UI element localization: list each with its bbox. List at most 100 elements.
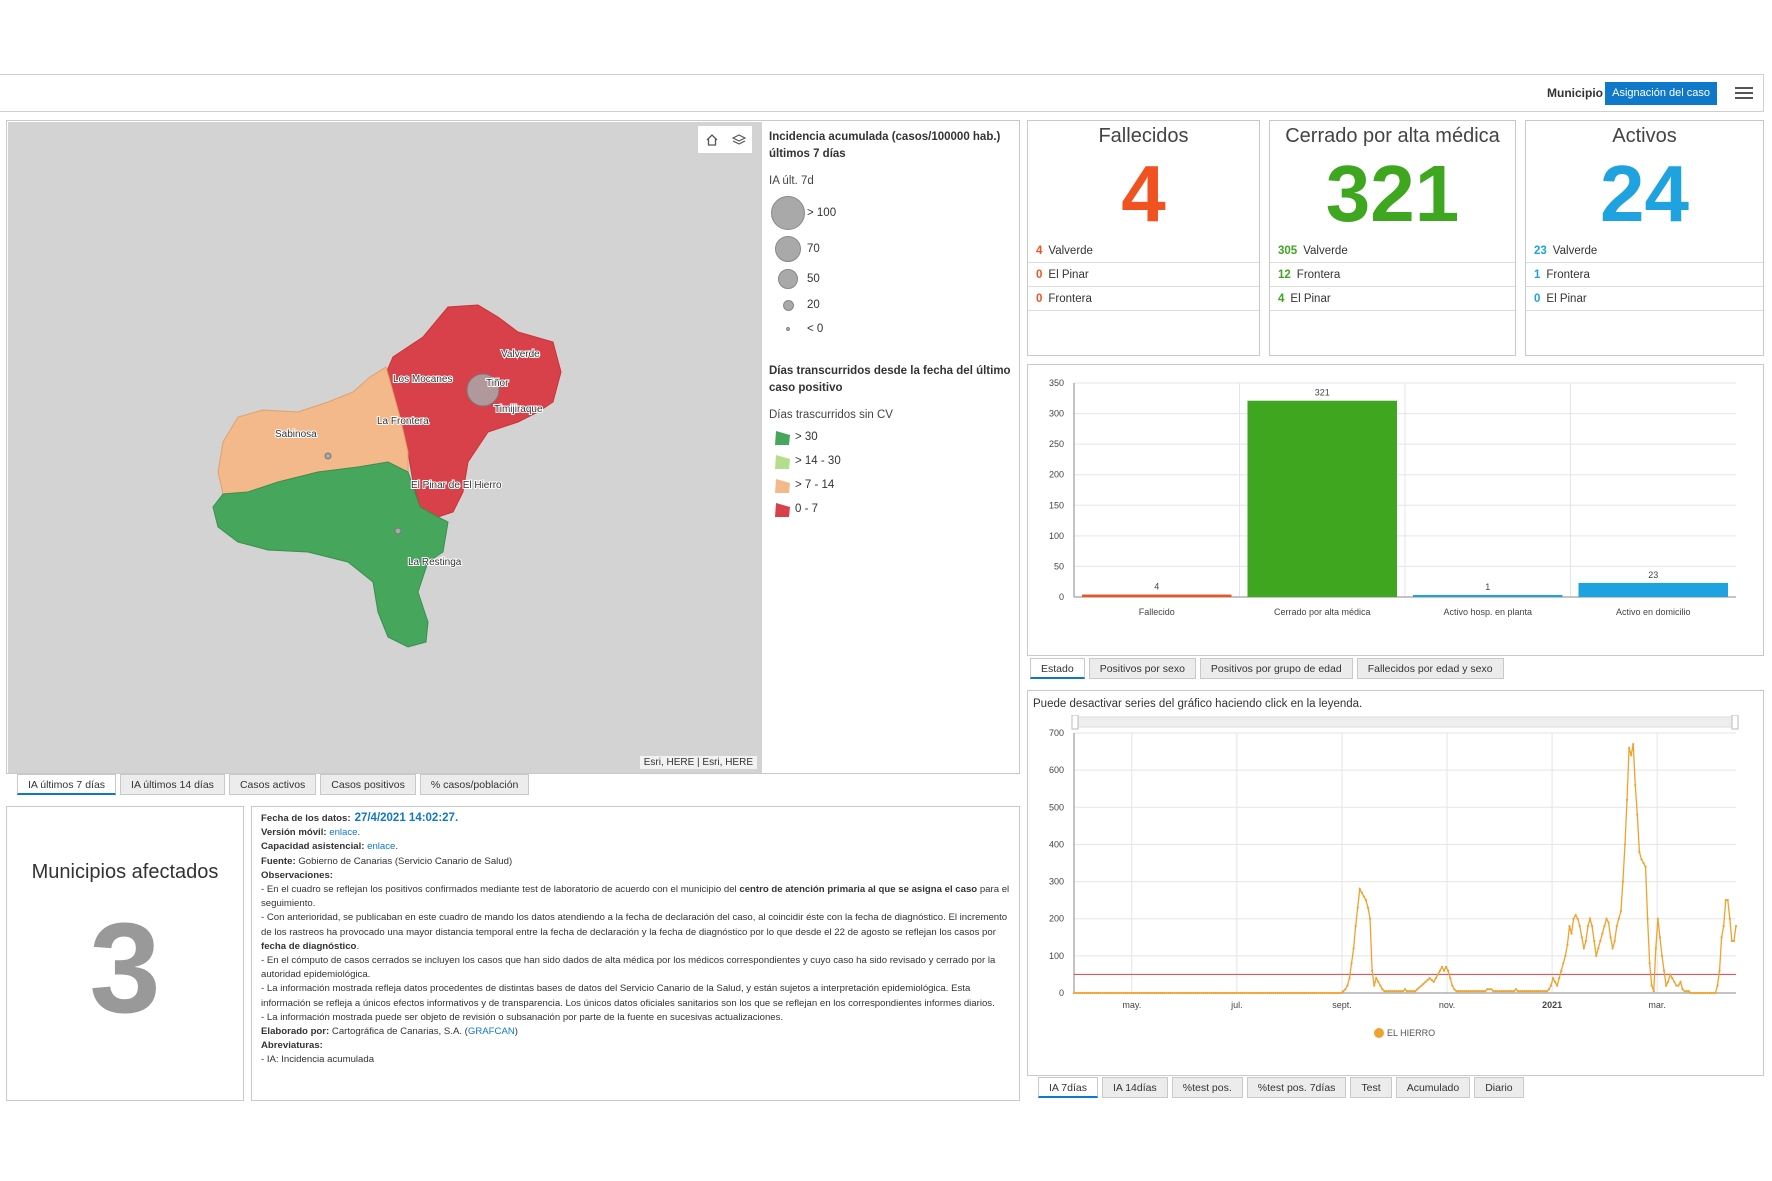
map-tab[interactable]: IA últimos 14 días [120,774,225,795]
legend-marker[interactable] [1374,1028,1384,1038]
series-point [1560,969,1563,972]
card-activos: Activos 24 23 Valverde 1 Frontera 0 El Pinar [1525,120,1764,356]
series-point [1597,947,1600,950]
map-tab[interactable]: Casos positivos [320,774,416,795]
line-chart-tab[interactable]: %test pos. [1171,1077,1243,1098]
legend-size-label: 50 [807,273,820,285]
grafcan-link[interactable]: GRAFCAN [467,1026,515,1038]
map-tab[interactable]: % casos/población [419,774,530,795]
municipio-label: Municipio [1547,86,1603,100]
series-point [1259,991,1263,995]
chart-tab[interactable]: Positivos por grupo de edad [1199,658,1353,679]
series-point [1471,990,1474,993]
series-point [1459,990,1462,993]
map-label-valverde: Valverde [501,349,540,360]
series-point [1128,991,1131,995]
chart-tab[interactable]: Estado [1030,658,1085,679]
series-point [1599,939,1602,943]
series-point [1313,991,1316,995]
layers-icon[interactable] [725,126,752,153]
line-chart-tab[interactable]: IA 7días [1038,1077,1098,1098]
card-rows: 4 Valverde 0 El Pinar 0 Frontera [1028,239,1259,311]
legend-series-label[interactable]: EL HIERRO [1387,1028,1435,1038]
series-point [1545,990,1548,993]
card-rows: 23 Valverde 1 Frontera 0 El Pinar [1526,239,1763,311]
series-point [1220,991,1224,995]
series-point [1580,936,1583,939]
series-point [1179,991,1183,995]
series-point [1192,991,1195,995]
line-chart-tabs: IA 7días IA 14días %test pos. %test pos. 7d… [1038,1077,1524,1098]
series-point [1514,988,1518,991]
line-chart-tab[interactable]: IA 14días [1101,1077,1168,1098]
series-point [1702,991,1705,995]
series-point [1212,991,1215,995]
island-map: Valverde Los Mocanes Tiñor Timijiraque L… [212,304,562,648]
capacidad-link[interactable]: enlace [367,841,396,853]
series-point [1296,991,1300,995]
asignacion-caso-button[interactable]: Asignación del caso [1605,82,1717,105]
line-chart-tab[interactable]: Acumulado [1395,1077,1471,1098]
municipios-afectados-panel: Municipios afectados 3 [6,806,244,1101]
chart-tab[interactable]: Fallecidos por edad y sexo [1356,658,1504,679]
series-point [1079,991,1082,995]
map-tab[interactable]: IA últimos 7 días [17,774,117,795]
map-canvas[interactable]: Valverde Los Mocanes Tiñor Timijiraque L… [8,122,762,773]
series-point [1301,991,1304,995]
series-point [1479,990,1483,993]
line-xtick-label: 2021 [1542,1000,1562,1010]
series-point [1364,899,1368,902]
chart-tab[interactable]: Positivos por sexo [1088,658,1196,679]
series-point [1140,991,1143,995]
series-point [1072,991,1076,995]
series-point [1231,991,1234,995]
series-point [1463,990,1466,993]
movil-link[interactable]: enlace [329,827,358,839]
card-row: 1 Frontera [1526,263,1763,287]
line-chart-tab[interactable]: %test pos. 7días [1246,1077,1347,1098]
line-xtick-label: mar. [1648,1000,1666,1010]
line-chart-tab[interactable]: Test [1350,1077,1392,1098]
series-point [1389,990,1392,993]
series-point [1171,991,1174,995]
series-point [1662,969,1666,972]
series-point [1253,991,1257,995]
series-point [1233,991,1236,995]
series-point [1122,991,1125,995]
series-point [1438,969,1442,972]
card-row: 0 El Pinar [1028,263,1259,287]
series-point [1734,925,1738,928]
hamburger-menu-icon[interactable] [1735,84,1753,100]
series-point [1492,990,1495,993]
bar-ytick-label: 0 [1059,592,1064,602]
legend-circle-20 [782,299,794,311]
series-point [1173,991,1176,995]
series-point [1453,988,1456,991]
bar [1247,400,1397,597]
series-point [1418,986,1421,989]
series-point [1294,991,1298,995]
series-point [1693,991,1696,995]
line-chart-tab[interactable]: Diario [1474,1077,1524,1098]
series-point [1603,925,1606,928]
series-point [1634,783,1637,787]
series-point [1163,991,1166,995]
legend-circle-70 [775,236,801,262]
legend-class-swatch [774,478,790,493]
obs-1-end: para el seguimiento. [261,884,1010,910]
home-icon[interactable] [698,126,725,153]
series-point [1368,917,1372,920]
series-point [1564,954,1567,957]
series-point [1227,991,1230,995]
series-point [1196,991,1199,995]
series-point [1360,891,1363,894]
series-point [1262,991,1265,995]
map-tab[interactable]: Casos activos [228,774,317,795]
series-point [1556,984,1559,987]
series-point [1377,980,1380,983]
series-point [1255,991,1259,995]
bar-ytick-label: 100 [1049,531,1064,541]
map-label-la-frontera: La Frontera [377,416,429,427]
card-row-label: Frontera [1546,269,1590,281]
series-point [1109,991,1113,995]
